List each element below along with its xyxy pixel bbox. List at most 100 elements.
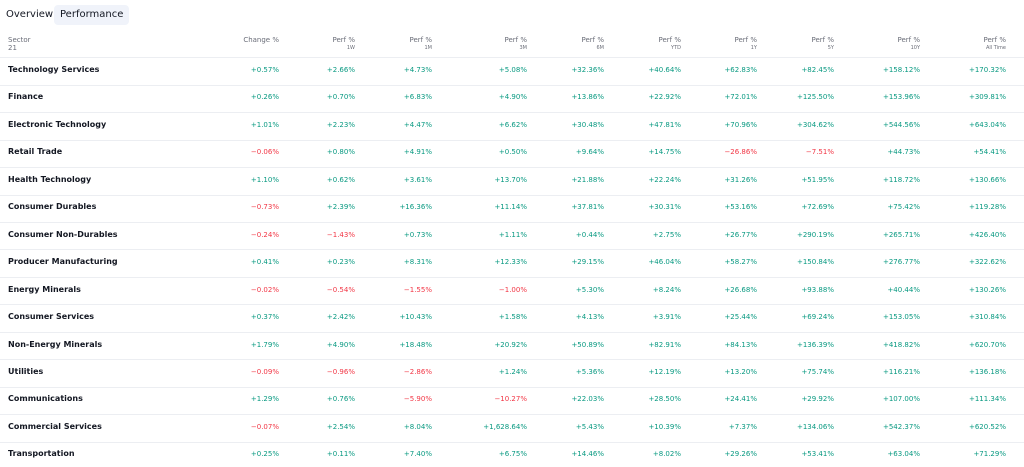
column-header: Perf % (734, 36, 758, 44)
column-header: Perf % (409, 36, 433, 44)
perf-cell: −0.09% (250, 367, 279, 376)
row-separator (0, 441, 1024, 443)
perf-cell: −0.24% (250, 230, 279, 239)
sector-name: Commercial Services (8, 421, 102, 431)
perf-cell: +111.34% (968, 395, 1006, 404)
perf-cell: +26.77% (724, 230, 757, 239)
perf-cell: +63.04% (887, 450, 920, 459)
column-header: Perf % (658, 36, 682, 44)
perf-cell: +8.02% (652, 450, 681, 459)
perf-cell: +44.73% (887, 148, 920, 157)
perf-cell: +620.70% (968, 340, 1006, 349)
sector-name: Consumer Durables (8, 202, 97, 212)
perf-cell: +8.24% (652, 285, 681, 294)
perf-cell: +2.39% (326, 203, 355, 212)
sector-name: Energy Minerals (8, 284, 81, 294)
perf-cell: +322.62% (968, 258, 1006, 267)
perf-cell: +290.19% (796, 230, 834, 239)
perf-cell: +130.26% (968, 285, 1006, 294)
tab[interactable]: Overview (6, 9, 54, 20)
perf-cell: −0.54% (326, 285, 355, 294)
perf-cell: +1.01% (250, 120, 279, 129)
perf-cell: +16.36% (399, 203, 432, 212)
column-subheader: 10Y (910, 45, 920, 51)
sector-name: Utilities (8, 366, 44, 376)
perf-cell: +4.13% (575, 313, 604, 322)
row-separator (0, 167, 1024, 169)
perf-cell: −0.73% (250, 203, 279, 212)
perf-cell: −0.06% (250, 148, 279, 157)
perf-cell: +72.69% (801, 203, 834, 212)
perf-cell: +136.39% (796, 340, 834, 349)
perf-cell: +13.70% (494, 175, 527, 184)
perf-cell: +5.08% (498, 66, 527, 74)
column-header: Perf % (897, 36, 921, 44)
perf-cell: +72.01% (724, 93, 757, 102)
perf-cell: +265.71% (882, 230, 920, 239)
perf-cell: +2.54% (326, 422, 355, 431)
perf-cell: +1.11% (498, 230, 527, 239)
perf-cell: +0.80% (326, 148, 355, 157)
perf-cell: +28.50% (648, 395, 681, 404)
perf-cell: +2.75% (652, 230, 681, 239)
perf-cell: +4.91% (403, 148, 432, 157)
perf-cell: +620.52% (968, 422, 1006, 431)
perf-cell: +153.96% (882, 93, 920, 102)
perf-cell: +53.41% (801, 450, 834, 459)
column-subheader: All Time (985, 45, 1006, 51)
perf-cell: −1.00% (498, 285, 527, 294)
perf-cell: +130.66% (968, 175, 1006, 184)
perf-cell: +643.04% (968, 120, 1006, 129)
perf-cell: +8.31% (403, 258, 432, 267)
row-separator (0, 304, 1024, 306)
perf-cell: +70.96% (724, 120, 757, 129)
column-header: Perf % (811, 36, 835, 44)
perf-cell: +22.03% (571, 395, 604, 404)
perf-cell: +58.27% (724, 258, 757, 267)
perf-cell: +37.81% (571, 203, 604, 212)
column-subheader: 6M (596, 45, 605, 51)
perf-cell: +0.26% (250, 93, 279, 102)
perf-cell: +46.04% (648, 258, 681, 267)
row-separator (0, 331, 1024, 333)
perf-cell: +1.10% (250, 175, 279, 184)
perf-cell: +12.33% (494, 258, 527, 267)
perf-cell: +276.77% (882, 258, 920, 267)
perf-cell: +544.56% (882, 120, 920, 129)
perf-cell: +22.24% (648, 175, 681, 184)
perf-cell: +1.79% (250, 340, 279, 349)
perf-cell: +0.25% (250, 450, 279, 459)
perf-cell: +4.90% (326, 340, 355, 349)
perf-cell: +50.89% (571, 340, 604, 349)
perf-cell: +93.88% (801, 285, 834, 294)
perf-cell: +53.16% (724, 203, 757, 212)
perf-cell: +1.58% (498, 313, 527, 322)
perf-cell: +14.46% (571, 450, 604, 459)
column-subheader: 1W (346, 45, 355, 51)
perf-cell: +71.29% (973, 450, 1006, 459)
perf-cell: +0.41% (250, 258, 279, 267)
perf-cell: +7.40% (403, 450, 432, 459)
tab[interactable]: Performance (54, 5, 130, 25)
perf-cell: +3.61% (403, 175, 432, 184)
perf-cell: −1.55% (403, 285, 432, 294)
sector-name: Retail Trade (8, 147, 63, 157)
column-subheader: 1M (424, 45, 433, 51)
perf-cell: +0.76% (326, 395, 355, 404)
column-subheader: 1Y (750, 45, 757, 51)
perf-cell: +418.82% (882, 340, 920, 349)
perf-cell: +40.64% (648, 66, 681, 74)
column-header: Perf % (581, 36, 605, 44)
column-header: Perf % (332, 36, 356, 44)
row-separator (0, 112, 1024, 114)
perf-cell: +2.23% (326, 120, 355, 129)
perf-cell: +150.84% (796, 258, 834, 267)
perf-cell: +0.57% (250, 66, 279, 74)
perf-cell: +40.44% (887, 285, 920, 294)
perf-cell: +0.23% (326, 258, 355, 267)
sector-name: Consumer Non-Durables (8, 229, 118, 239)
perf-cell: +22.92% (648, 93, 681, 102)
perf-cell: −26.86% (724, 148, 757, 157)
perf-cell: +542.37% (882, 422, 920, 431)
